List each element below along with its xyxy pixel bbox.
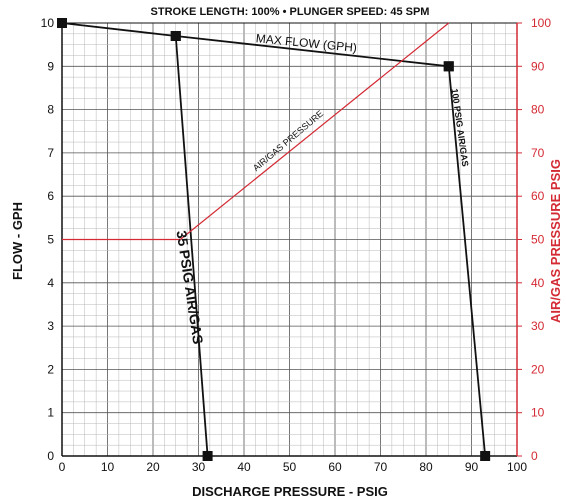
- x-tick-label: 50: [283, 460, 297, 474]
- y2-tick-label: 70: [531, 146, 545, 160]
- annotation-air-gas-pressure: AIR/GAS PRESSURE: [251, 108, 325, 173]
- x-tick-label: 100: [507, 460, 527, 474]
- data-point-35-psig-air-gas: [202, 451, 213, 461]
- series-line-100-psig-air-gas: [447, 66, 487, 457]
- y2-tick-label: 40: [531, 276, 545, 290]
- y-tick-label: 7: [47, 146, 54, 160]
- x-tick-label: 40: [237, 460, 251, 474]
- annotation-35-psig: 35 PSIG AIR/GAS: [174, 229, 207, 345]
- data-point-100-psig-air-gas: [480, 451, 491, 461]
- y-tick-label: 0: [47, 449, 54, 463]
- y2-tick-label: 60: [531, 189, 545, 203]
- y-tick-label: 10: [41, 16, 55, 30]
- series-layer: [57, 18, 491, 461]
- tick-labels: 0 10 20 30 40 50 60 70 80 90 100012345678910010203…: [41, 16, 552, 474]
- x-tick-label: 0: [59, 460, 66, 474]
- y-tick-label: 8: [47, 103, 54, 117]
- y-tick-label: 6: [47, 189, 54, 203]
- y2-tick-label: 50: [531, 233, 545, 247]
- x-axis-label: DISCHARGE PRESSURE - PSIG: [192, 484, 388, 499]
- y2-tick-label: 10: [531, 406, 545, 420]
- data-point-100-psig-air-gas: [443, 61, 454, 72]
- x-tick-label: 10: [101, 460, 115, 474]
- grid: [61, 22, 518, 457]
- annotation-100-psig: 100 PSIG AIR/GAS: [450, 88, 471, 167]
- data-point-max-flow-gph: [57, 18, 67, 28]
- x-tick-label: 90: [465, 460, 479, 474]
- y-tick-label: 3: [47, 319, 54, 333]
- y2-tick-label: 80: [531, 103, 545, 117]
- y-axis-label: FLOW - GPH: [10, 202, 25, 280]
- x-tick-label: 70: [374, 460, 388, 474]
- data-point-35-psig-air-gas: [170, 30, 181, 41]
- y2-tick-label: 0: [531, 449, 538, 463]
- series-line-air-gas-pressure: [62, 22, 450, 241]
- x-tick-label: 80: [419, 460, 433, 474]
- x-tick-label: 20: [146, 460, 160, 474]
- y2-tick-label: 30: [531, 319, 545, 333]
- y2-tick-label: 90: [531, 59, 545, 73]
- chart-title: STROKE LENGTH: 100% • PLUNGER SPEED: 45 …: [151, 6, 430, 18]
- y2-tick-label: 100: [531, 16, 551, 30]
- y2-axis-label: AIR/GAS PRESSURE PSIG: [548, 159, 563, 323]
- series-line-35-psig-air-gas: [174, 35, 209, 457]
- y-tick-label: 4: [47, 276, 54, 290]
- y-tick-label: 2: [47, 362, 54, 376]
- x-tick-label: 30: [192, 460, 206, 474]
- x-tick-label: 60: [328, 460, 342, 474]
- y-tick-label: 1: [47, 406, 54, 420]
- y2-tick-label: 20: [531, 362, 545, 376]
- y-tick-label: 9: [47, 59, 54, 73]
- y-tick-label: 5: [47, 233, 54, 247]
